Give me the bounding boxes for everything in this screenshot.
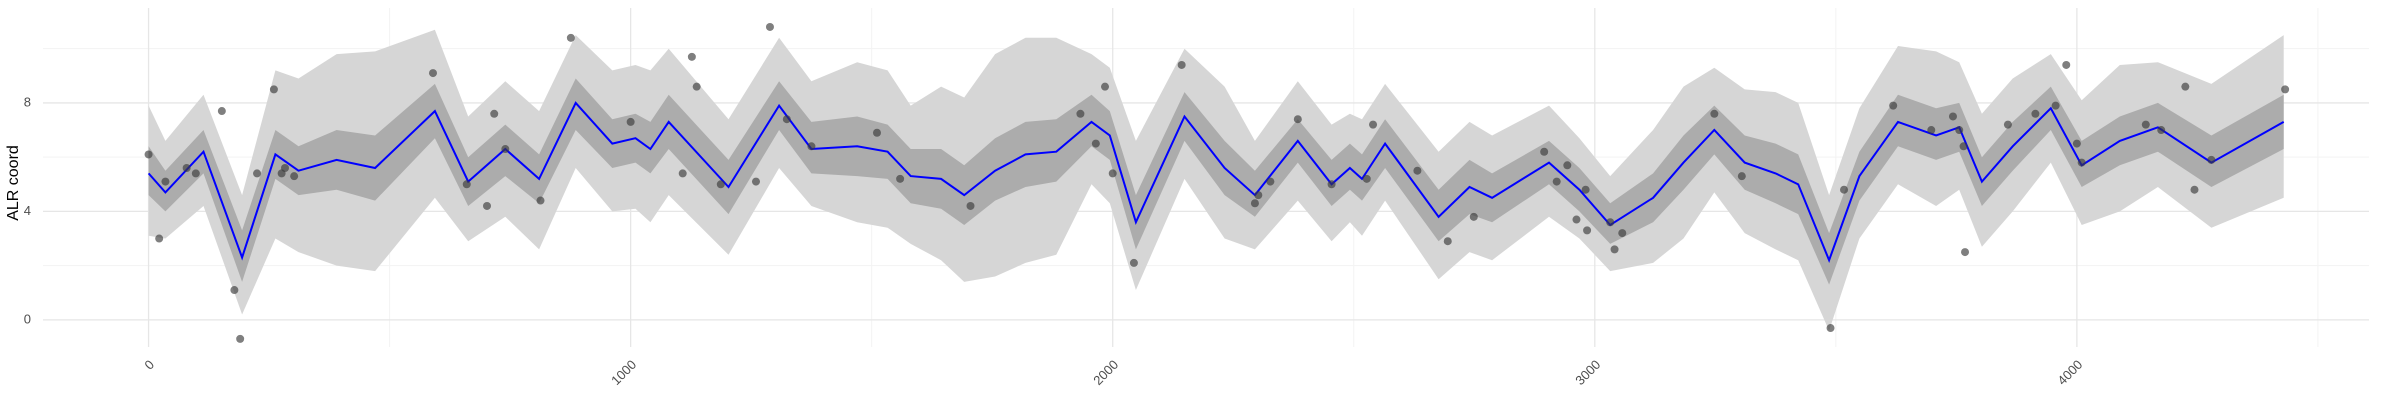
data-point	[2062, 60, 2071, 69]
data-point	[217, 107, 226, 116]
data-point	[692, 82, 701, 91]
y-tick-label: 8	[24, 94, 31, 109]
data-point	[2190, 185, 2199, 194]
data-point	[501, 145, 510, 154]
data-point	[2051, 101, 2060, 110]
data-point	[428, 69, 437, 78]
data-point	[155, 234, 164, 243]
data-point	[1927, 126, 1936, 135]
data-point	[1129, 258, 1138, 267]
data-point	[1610, 245, 1619, 254]
data-point	[230, 286, 239, 295]
data-point	[1443, 237, 1452, 246]
data-point	[1177, 60, 1186, 69]
data-point	[896, 174, 905, 183]
data-point	[1108, 169, 1117, 178]
data-point	[2072, 139, 2081, 148]
points	[144, 22, 2290, 343]
data-point	[1266, 177, 1275, 186]
y-tick-label: 0	[24, 311, 31, 326]
data-point	[536, 196, 545, 205]
data-point	[966, 201, 975, 210]
data-point	[1955, 126, 1964, 135]
data-point	[2281, 85, 2290, 94]
data-point	[807, 142, 816, 151]
data-point	[2157, 126, 2166, 135]
data-point	[1413, 166, 1422, 175]
data-point	[490, 109, 499, 118]
y-tick-label: 4	[24, 203, 31, 218]
data-point	[716, 180, 725, 189]
data-point	[2181, 82, 2190, 91]
data-point	[1327, 180, 1336, 189]
data-point	[782, 115, 791, 124]
data-point	[1101, 82, 1110, 91]
data-point	[1469, 212, 1478, 221]
data-point	[1583, 226, 1592, 235]
data-point	[1889, 101, 1898, 110]
data-point	[144, 150, 153, 159]
data-point	[1540, 147, 1549, 156]
data-point	[1250, 199, 1259, 208]
data-point	[1563, 161, 1572, 170]
data-point	[182, 164, 191, 173]
mean-line	[147, 101, 2285, 263]
data-point	[678, 169, 687, 178]
data-point	[566, 33, 575, 42]
inner-band	[148, 78, 2284, 285]
data-point	[281, 164, 290, 173]
data-point	[751, 177, 760, 186]
data-point	[1581, 185, 1590, 194]
data-point	[1254, 191, 1263, 200]
data-point	[236, 334, 245, 343]
data-point	[161, 177, 170, 186]
bands	[148, 29, 2284, 331]
data-point	[2141, 120, 2150, 129]
data-point	[1606, 218, 1615, 227]
data-point	[482, 201, 491, 210]
data-point	[1572, 215, 1581, 224]
data-point	[626, 117, 635, 126]
data-point	[191, 169, 200, 178]
data-point	[462, 180, 471, 189]
data-point	[1840, 185, 1849, 194]
data-point	[1618, 229, 1627, 238]
data-point	[872, 128, 881, 137]
data-point	[765, 22, 774, 31]
data-point	[1710, 109, 1719, 118]
data-point	[1961, 248, 1970, 257]
data-point	[1362, 174, 1371, 183]
data-point	[2031, 109, 2040, 118]
data-point	[2003, 120, 2012, 129]
data-point	[1948, 112, 1957, 121]
data-point	[1369, 120, 1378, 129]
lines	[147, 101, 2285, 263]
y-axis-title: ALR coord	[5, 145, 22, 221]
data-point	[1826, 324, 1835, 333]
data-point	[253, 169, 262, 178]
data-point	[1076, 109, 1085, 118]
data-point	[1552, 177, 1561, 186]
data-point	[1737, 172, 1746, 181]
data-point	[290, 172, 299, 181]
data-point	[1091, 139, 1100, 148]
data-point	[687, 52, 696, 61]
data-point	[2207, 155, 2216, 164]
data-point	[269, 85, 278, 94]
data-point	[2077, 158, 2086, 167]
data-point	[1959, 142, 1968, 151]
data-point	[1293, 115, 1302, 124]
